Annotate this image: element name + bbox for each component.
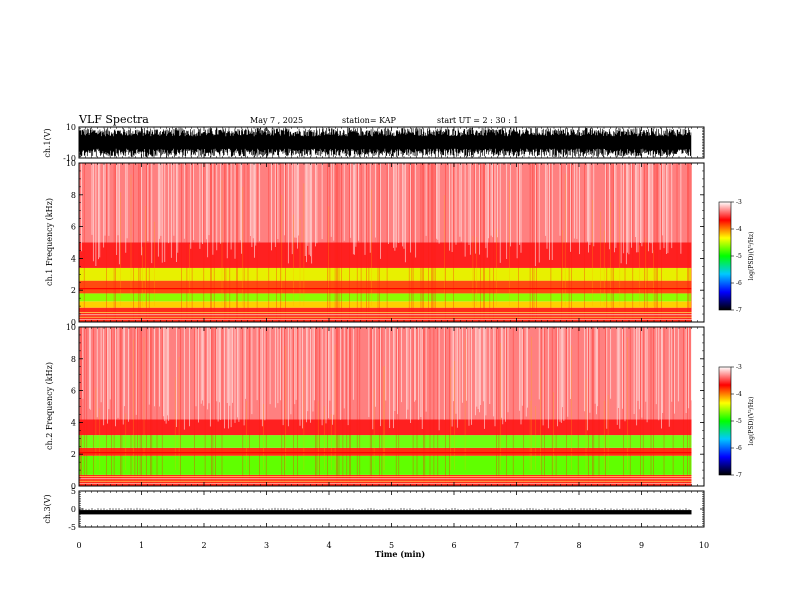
y-tick-label: 2 xyxy=(71,286,76,295)
ch1-colorbar-label: log(PSD)(V²/Hz) xyxy=(748,232,755,281)
ch2-spectrogram-image xyxy=(79,327,704,486)
spectrogram-band-3 xyxy=(79,280,692,294)
header-station: station= KAP xyxy=(342,116,397,125)
time-axis-ticks xyxy=(78,127,705,527)
y-tick-label: 0 xyxy=(71,505,76,514)
x-tick-label: 0 xyxy=(76,541,81,550)
header-start-time: start UT = 2 : 30 : 1 xyxy=(437,116,518,125)
y-tick-label: 4 xyxy=(71,418,76,427)
header-date: May 7 , 2025 xyxy=(250,116,303,125)
x-tick-label: 9 xyxy=(639,541,644,550)
time-axis-tick-labels: 0 1 2 3 4 5 6 7 8 9 10 xyxy=(76,541,709,550)
ch3-waveform-yticks: 5 0 -5 xyxy=(68,487,704,532)
ch3-waveform-trace xyxy=(79,507,692,515)
x-tick-label: 1 xyxy=(139,541,144,550)
x-tick-label: 7 xyxy=(514,541,519,550)
x-tick-label: 8 xyxy=(576,541,581,550)
ch1-colorbar-gradient xyxy=(718,201,732,311)
ch1-waveform-panel: 10 -10 ch.1(V) xyxy=(43,123,705,163)
ch2-colorbar-gradient xyxy=(718,366,732,476)
y-tick-label: 0 xyxy=(71,482,76,491)
spectrogram-band-0 xyxy=(79,474,692,486)
colorbar-tick-label: -4 xyxy=(736,391,742,398)
ch1-waveform-yticks: 10 -10 xyxy=(63,123,704,163)
y-tick-label: 8 xyxy=(71,191,76,200)
y-tick-label: 6 xyxy=(71,223,76,232)
colorbar-tick-label: -6 xyxy=(736,445,742,452)
ch2-spectrogram-ylabel: ch.2 Frequency (kHz) xyxy=(45,362,54,450)
spectrogram-band-2 xyxy=(79,447,692,456)
spectrogram-band-5 xyxy=(79,327,692,420)
spectrogram-band-1 xyxy=(79,301,692,308)
spectrogram-no-data xyxy=(691,163,704,322)
x-tick-label: 2 xyxy=(201,541,206,550)
y-tick-label: 6 xyxy=(71,387,76,396)
spectrogram-band-4 xyxy=(79,419,692,436)
colorbar-tick-label: -3 xyxy=(736,364,742,371)
spectrogram-no-data xyxy=(691,327,704,486)
x-tick-label: 10 xyxy=(699,541,709,550)
spectrogram-white-streaks xyxy=(81,163,682,267)
y-tick-label: 8 xyxy=(71,355,76,364)
y-tick-label: 5 xyxy=(71,487,76,496)
ch1-spectrogram-image xyxy=(79,163,704,322)
spectrogram-yellow-streaks xyxy=(95,336,628,471)
colorbar-tick-label: -7 xyxy=(736,472,742,479)
x-tick-label: 5 xyxy=(389,541,394,550)
colorbar-tick-label: -7 xyxy=(736,307,742,314)
colorbar-tick-label: -5 xyxy=(736,253,742,260)
ch3-waveform-frame xyxy=(78,490,705,528)
ch1-spectrogram-ylabel: ch.1 Frequency (kHz) xyxy=(45,198,54,286)
ch1-waveform-trace xyxy=(79,127,692,158)
ch2-spectrogram-yticks: 0 2 4 6 8 10 xyxy=(66,323,704,491)
spectrogram-red-streaks xyxy=(79,163,692,322)
spectrogram-white-streaks xyxy=(79,327,692,431)
ch2-colorbar-ticks: -3 -4 -5 -6 -7 xyxy=(731,364,742,479)
colorbar-tick-label: -6 xyxy=(736,280,742,287)
y-tick-label: -5 xyxy=(68,523,76,532)
spectrogram-band-4 xyxy=(79,267,692,281)
y-tick-label: 10 xyxy=(66,323,76,332)
ch1-colorbar-ticks: -3 -4 -5 -6 -7 xyxy=(731,199,742,314)
ch1-colorbar: -3 -4 -5 -6 -7 log(PSD)(V²/Hz) xyxy=(718,199,755,314)
y-tick-label: -10 xyxy=(63,154,76,163)
time-axis-label: Time (min) xyxy=(375,549,425,559)
ch3-waveform-panel: 5 0 -5 ch.3(V) xyxy=(43,487,705,532)
ch2-colorbar: -3 -4 -5 -6 -7 log(PSD)(V²/Hz) xyxy=(718,364,755,479)
x-tick-label: 3 xyxy=(264,541,269,550)
figure-title: VLF Spectra xyxy=(78,113,149,126)
ch1-spectrogram-panel: 0 2 4 6 8 10 ch.1 Frequency (kHz) xyxy=(45,159,705,327)
y-tick-label: 10 xyxy=(66,159,76,168)
x-tick-label: 4 xyxy=(326,541,331,550)
spectrogram-band-1 xyxy=(79,455,692,475)
spectrogram-band-5 xyxy=(79,242,692,268)
ch1-waveform-line xyxy=(79,127,692,158)
y-tick-label: 0 xyxy=(71,318,76,327)
spectrogram-band-6 xyxy=(79,163,692,243)
y-tick-label: 10 xyxy=(66,123,76,132)
y-tick-label: 4 xyxy=(71,254,76,263)
colorbar-tick-label: -4 xyxy=(736,226,742,233)
ch3-waveform-spikes xyxy=(79,507,690,511)
spectrogram-yellow-streaks xyxy=(120,173,654,307)
ch1-waveform-ylabel: ch.1(V) xyxy=(43,128,52,157)
colorbar-tick-label: -3 xyxy=(736,199,742,206)
spectrogram-band-3 xyxy=(79,435,692,448)
colorbar-tick-label: -5 xyxy=(736,418,742,425)
spectrogram-band-2 xyxy=(79,293,692,302)
ch3-waveform-ylabel: ch.3(V) xyxy=(43,494,52,523)
ch1-spectrogram-yticks: 0 2 4 6 8 10 xyxy=(66,159,704,327)
ch2-colorbar-label: log(PSD)(V²/Hz) xyxy=(748,397,755,446)
y-tick-label: 2 xyxy=(71,450,76,459)
ch3-waveform-band xyxy=(79,510,692,515)
ch2-spectrogram-panel: 0 2 4 6 8 10 ch.2 Frequency (kHz) xyxy=(45,323,705,491)
x-tick-label: 6 xyxy=(451,541,456,550)
